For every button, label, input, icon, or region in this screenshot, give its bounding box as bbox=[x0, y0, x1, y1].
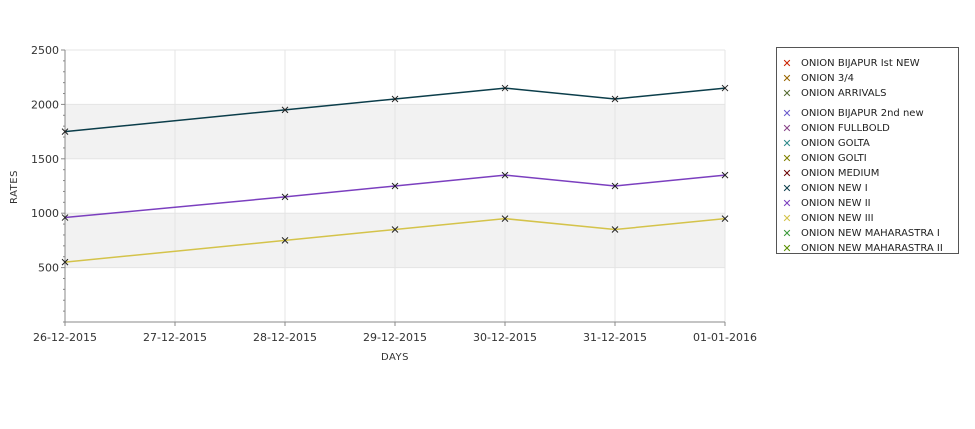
series-line-onion-new-iii bbox=[64, 217, 726, 263]
point-marker-stroke bbox=[721, 215, 729, 222]
legend-label: ONION FULLBOLD bbox=[801, 123, 890, 134]
legend-marker-icon: ✕ bbox=[782, 167, 792, 180]
legend-label: ONION MEDIUM bbox=[801, 168, 880, 179]
data-point-onion-new-iii bbox=[281, 237, 289, 244]
legend-marker-icon: ✕ bbox=[782, 182, 792, 195]
point-marker-stroke bbox=[721, 171, 729, 179]
data-point-onion-new-ii bbox=[281, 193, 289, 201]
point-marker-stroke bbox=[611, 182, 619, 190]
x-axis-label: DAYS bbox=[381, 352, 409, 363]
data-point-onion-new-iii bbox=[611, 226, 619, 233]
point-marker-stroke bbox=[61, 128, 69, 135]
legend-label: ONION NEW II bbox=[801, 198, 871, 209]
legend-marker-icon: ✕ bbox=[782, 72, 792, 85]
point-marker-stroke bbox=[611, 226, 619, 233]
point-marker-stroke bbox=[721, 84, 729, 92]
data-point-onion-new-i bbox=[611, 95, 619, 103]
data-point-onion-new-i bbox=[391, 95, 399, 103]
legend-marker-icon: ✕ bbox=[782, 152, 792, 165]
legend-label: ONION NEW I bbox=[801, 183, 868, 194]
data-point-onion-new-iii bbox=[391, 226, 399, 233]
x-tick-label: 29-12-2015 bbox=[363, 331, 427, 344]
legend-label: ONION GOLTI bbox=[801, 153, 867, 164]
legend-marker-icon: ✕ bbox=[782, 227, 792, 240]
point-marker-stroke bbox=[611, 95, 619, 103]
data-point-onion-new-ii bbox=[611, 182, 619, 190]
legend-label: ONION NEW MAHARASTRA I bbox=[801, 228, 940, 239]
series-lines bbox=[61, 84, 729, 266]
data-point-onion-new-ii bbox=[501, 171, 509, 179]
series-line-onion-new-i bbox=[64, 87, 726, 133]
point-marker-stroke bbox=[391, 182, 399, 190]
legend: ✕ ONION BIJAPUR Ist NEW ✕ ONION 3/4 ✕ ONION … bbox=[776, 47, 959, 255]
x-tick-label: 27-12-2015 bbox=[143, 331, 207, 344]
y-axis-label: RATES bbox=[9, 170, 20, 204]
legend-marker-icon: ✕ bbox=[782, 197, 792, 210]
point-marker-stroke bbox=[281, 193, 289, 201]
data-point-onion-new-i bbox=[721, 84, 729, 92]
legend-marker-icon: ✕ bbox=[782, 122, 792, 135]
x-tick-label: 28-12-2015 bbox=[253, 331, 317, 344]
point-marker-stroke bbox=[61, 258, 69, 266]
data-point-onion-new-iii bbox=[721, 215, 729, 222]
legend-marker-icon: ✕ bbox=[782, 87, 792, 100]
x-tick-label: 31-12-2015 bbox=[583, 331, 647, 344]
point-marker-stroke bbox=[281, 106, 289, 114]
legend-label: ONION ARRIVALS bbox=[801, 88, 887, 99]
data-point-onion-new-ii bbox=[61, 214, 69, 221]
legend-marker-icon: ✕ bbox=[782, 242, 792, 255]
point-marker-stroke bbox=[501, 215, 509, 222]
point-marker-stroke bbox=[501, 84, 509, 92]
y-tick-label: 2000 bbox=[31, 98, 59, 111]
x-tick-label: 26-12-2015 bbox=[33, 331, 97, 344]
legend-label: ONION NEW III bbox=[801, 213, 874, 224]
y-tick-label: 500 bbox=[38, 262, 59, 275]
data-point-onion-new-ii bbox=[721, 171, 729, 179]
point-marker-stroke bbox=[391, 95, 399, 103]
point-marker-stroke bbox=[61, 214, 69, 221]
point-marker-stroke bbox=[501, 171, 509, 179]
legend-label: ONION GOLTA bbox=[801, 138, 870, 149]
point-marker-stroke bbox=[281, 237, 289, 244]
data-point-onion-new-i bbox=[501, 84, 509, 92]
data-point-onion-new-iii bbox=[501, 215, 509, 222]
legend-marker-icon: ✕ bbox=[782, 107, 792, 120]
legend-marker-icon: ✕ bbox=[782, 137, 792, 150]
legend-label: ONION BIJAPUR Ist NEW bbox=[801, 58, 920, 69]
axis-ticks: 500 1000 1500 2000 2500 26-12-2015 27-12-2015 2… bbox=[31, 44, 757, 344]
point-marker-stroke bbox=[391, 226, 399, 233]
series-line-onion-new-ii bbox=[64, 174, 726, 219]
x-tick-label: 01-01-2016 bbox=[693, 331, 757, 344]
legend-marker-icon: ✕ bbox=[782, 57, 792, 70]
data-point-onion-new-ii bbox=[391, 182, 399, 190]
data-point-onion-new-i bbox=[61, 128, 69, 135]
y-tick-label: 2500 bbox=[31, 44, 59, 57]
legend-label: ONION BIJAPUR 2nd new bbox=[801, 108, 924, 119]
data-point-onion-new-i bbox=[281, 106, 289, 114]
x-tick-label: 30-12-2015 bbox=[473, 331, 537, 344]
legend-label: ONION NEW MAHARASTRA II bbox=[801, 243, 943, 254]
y-tick-label: 1000 bbox=[31, 207, 59, 220]
data-point-onion-new-iii bbox=[61, 258, 69, 266]
y-tick-label: 1500 bbox=[31, 153, 59, 166]
legend-marker-icon: ✕ bbox=[782, 212, 792, 225]
legend-label: ONION 3/4 bbox=[801, 73, 854, 84]
